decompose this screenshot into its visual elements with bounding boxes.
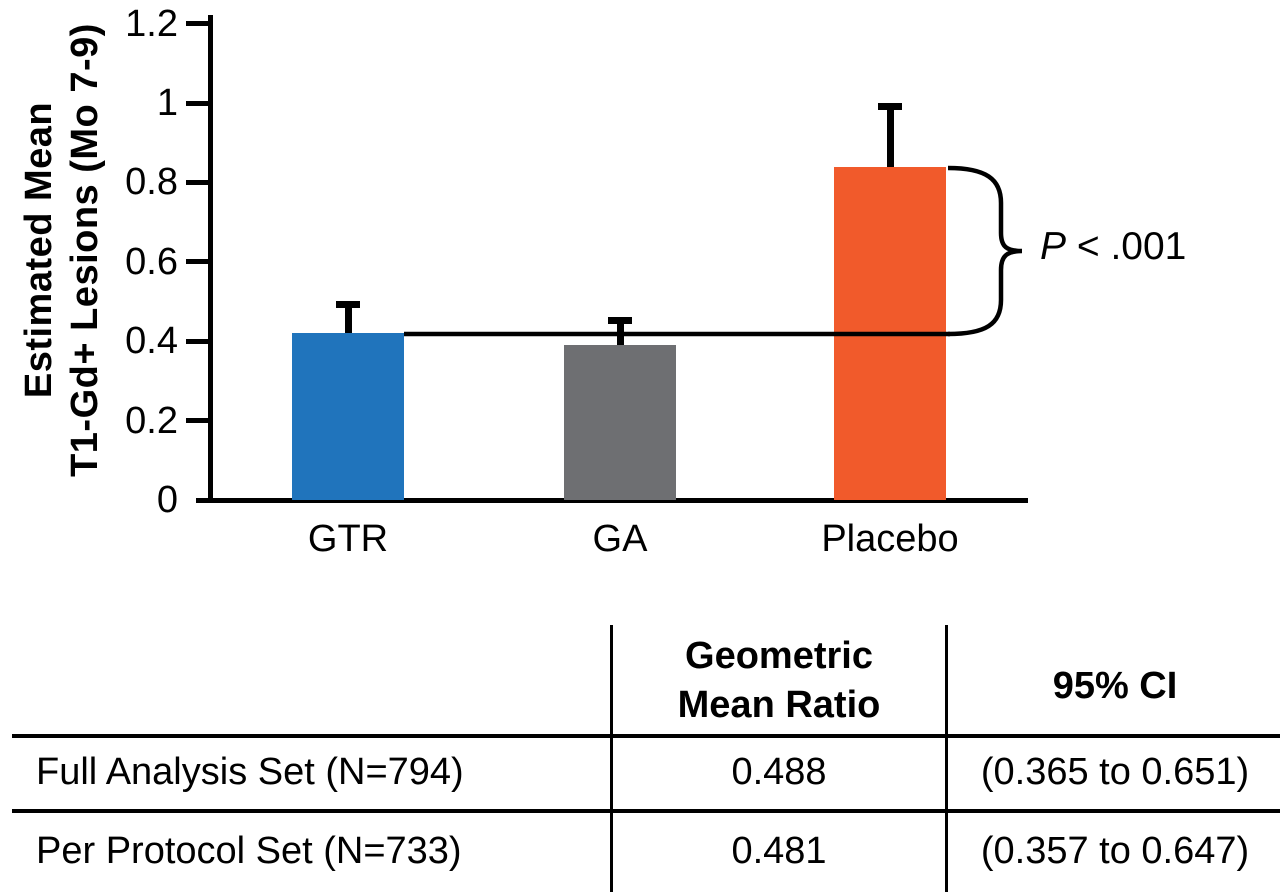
row-label: Per Protocol Set (N=733) <box>36 830 462 872</box>
table-vertical-divider-2 <box>945 625 948 892</box>
column-header-gmr: Geometric Mean Ratio <box>615 632 943 730</box>
y-tick-mark <box>186 21 210 27</box>
y-tick-mark <box>186 259 210 265</box>
column-header-ci: 95% CI <box>1052 665 1178 707</box>
column-header-gmr-line1: Geometric <box>685 635 873 677</box>
p-value-symbol: P <box>1040 225 1067 268</box>
ci-value: (0.365 to 0.651) <box>980 751 1250 793</box>
error-bar-gtr <box>344 305 352 334</box>
y-tick-label: 0.6 <box>125 240 178 283</box>
x-category-label: GA <box>592 518 648 560</box>
y-tick-label: 0 <box>156 479 178 521</box>
y-tick-label: 0.8 <box>125 161 178 204</box>
bar-placebo <box>834 166 946 500</box>
y-tick-mark <box>186 179 210 185</box>
y-axis-line <box>208 15 213 503</box>
x-category-label: GTR <box>307 518 389 560</box>
row-label: Full Analysis Set (N=794) <box>36 751 464 793</box>
error-cap-gtr <box>336 301 360 309</box>
y-tick-label: 0.2 <box>125 399 178 442</box>
table-horizontal-rule-1 <box>12 734 1280 738</box>
error-cap-ga <box>608 317 632 325</box>
column-header-gmr-line2: Mean Ratio <box>677 684 881 726</box>
x-category-label: Placebo <box>821 518 959 560</box>
ci-value: (0.357 to 0.647) <box>980 830 1250 872</box>
gmr-value: 0.481 <box>731 830 827 872</box>
p-value-label: P < .001 <box>1040 223 1186 271</box>
y-tick-label: 0.4 <box>125 320 178 363</box>
table-vertical-divider-1 <box>610 625 613 892</box>
gmr-value: 0.488 <box>731 751 827 793</box>
table-horizontal-rule-2 <box>12 809 1280 813</box>
brace-icon <box>947 165 1023 337</box>
y-tick-mark <box>186 418 210 424</box>
p-value-text: < .001 <box>1066 225 1187 268</box>
y-tick-label: 1 <box>156 82 178 124</box>
bar-ga <box>564 345 676 500</box>
y-tick-mark <box>186 100 210 106</box>
x-axis-line <box>196 498 1028 503</box>
error-bar-placebo <box>886 106 894 167</box>
y-tick-label: 1.2 <box>125 2 178 45</box>
error-cap-placebo <box>878 102 902 110</box>
error-bar-ga <box>616 321 624 346</box>
y-axis-title-line1: Estimated Mean <box>18 101 60 399</box>
bar-gtr <box>292 333 404 500</box>
y-tick-mark <box>186 338 210 344</box>
